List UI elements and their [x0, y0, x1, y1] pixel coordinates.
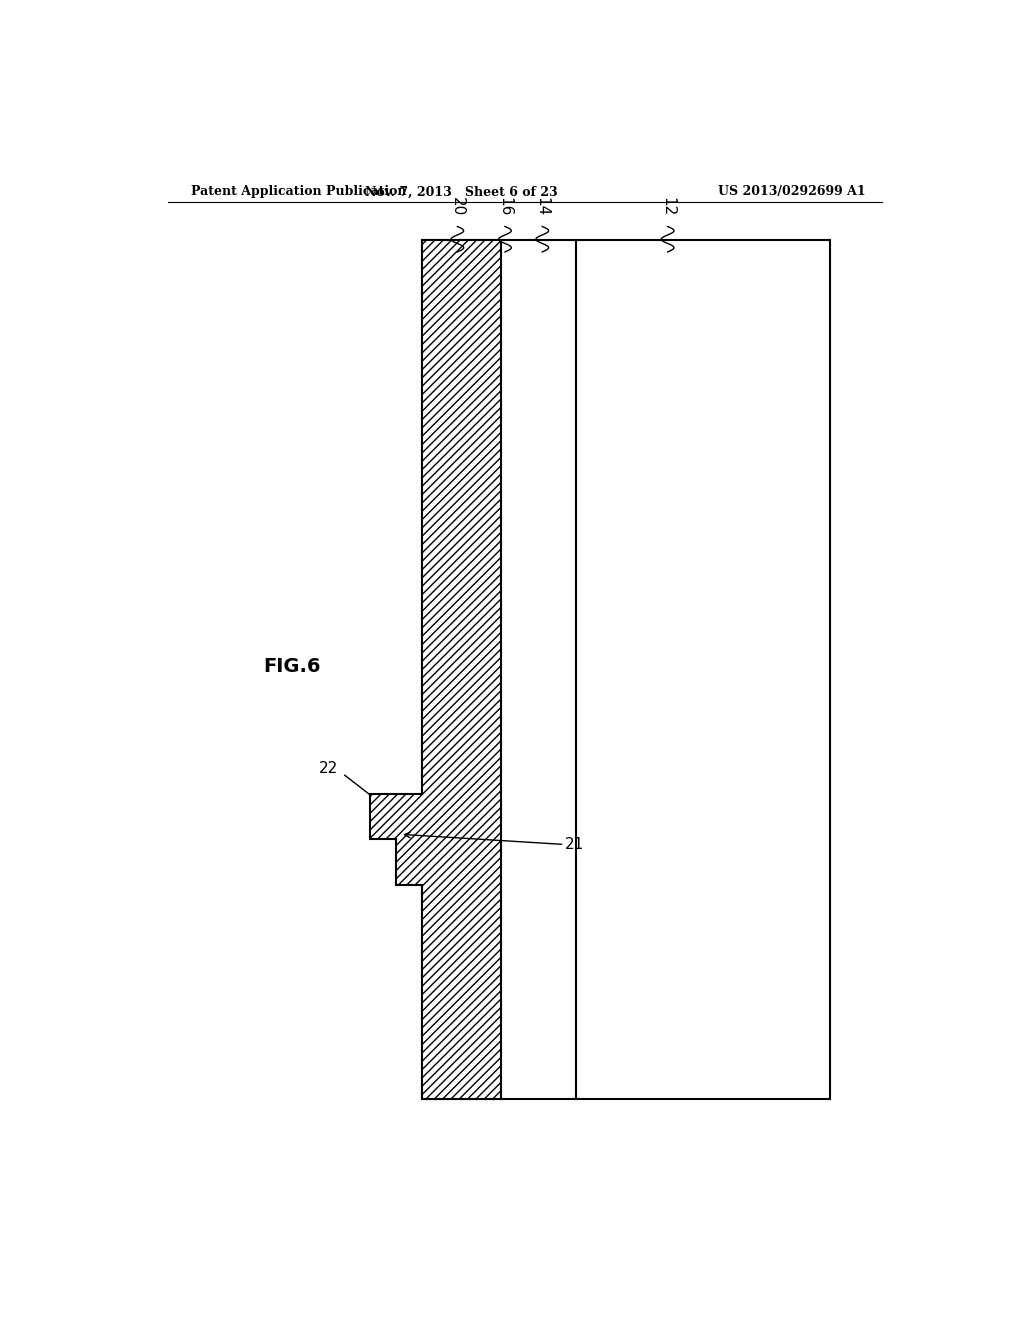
Text: FIG.6: FIG.6	[263, 657, 321, 676]
Text: US 2013/0292699 A1: US 2013/0292699 A1	[719, 185, 866, 198]
Text: 12: 12	[660, 197, 675, 216]
Polygon shape	[370, 240, 501, 1098]
Text: 14: 14	[535, 197, 550, 216]
Text: 21: 21	[564, 837, 584, 851]
Text: Nov. 7, 2013   Sheet 6 of 23: Nov. 7, 2013 Sheet 6 of 23	[365, 185, 558, 198]
Text: 16: 16	[498, 197, 512, 216]
Text: Patent Application Publication: Patent Application Publication	[191, 185, 407, 198]
Text: 20: 20	[450, 197, 465, 216]
Text: 22: 22	[319, 760, 338, 776]
